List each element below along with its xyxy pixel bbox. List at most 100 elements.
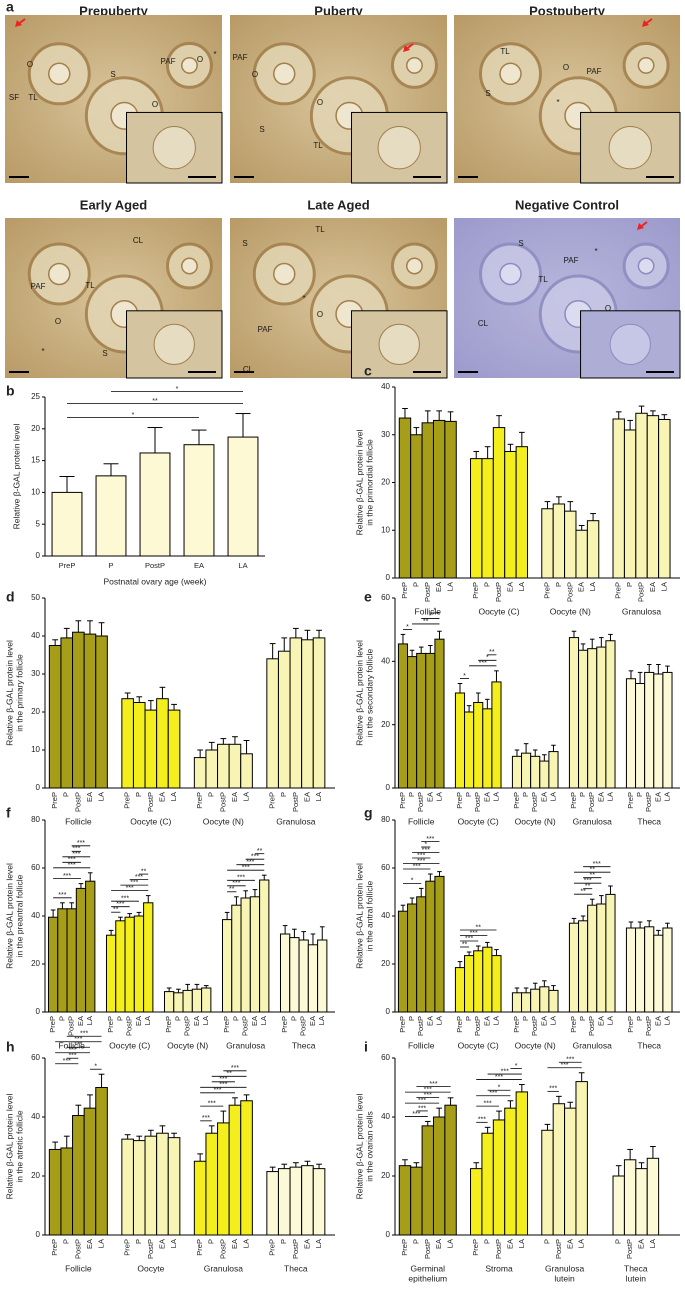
x-tick-label: PostP (218, 792, 227, 812)
group-label: Oocyte (N) (550, 606, 591, 616)
bar (72, 631, 85, 789)
significance-label: *** (237, 875, 245, 882)
x-tick-label: LA (238, 561, 247, 570)
significance-label: * (429, 613, 432, 620)
x-tick-label: P (464, 1016, 473, 1021)
x-tick-label: EA (577, 582, 586, 592)
x-tick-label: LA (577, 1239, 586, 1248)
bar (240, 753, 253, 789)
x-tick-label: P (57, 1016, 66, 1021)
y-tick-label: 40 (31, 1112, 40, 1121)
x-tick-label: EA (434, 582, 443, 592)
significance-label: *** (232, 880, 240, 887)
image-title: Negative Control (515, 197, 619, 212)
y-tick-label: 60 (381, 593, 390, 602)
significance-label: *** (251, 854, 259, 861)
tissue-label: SF (9, 93, 19, 102)
y-tick-label: 20 (381, 959, 390, 968)
significance-label: ** (141, 868, 147, 875)
bar (416, 652, 427, 789)
bar (121, 1138, 134, 1236)
bar (504, 1107, 517, 1236)
x-tick-label: LA (605, 1016, 614, 1025)
y-tick-label: 10 (31, 745, 40, 754)
significance-label: *** (479, 660, 487, 667)
significance-label: *** (470, 930, 478, 937)
bar (240, 897, 251, 1013)
group-label: Follicle (415, 606, 442, 616)
x-tick-label: PostP (299, 1016, 308, 1036)
x-tick-label: LA (517, 1239, 526, 1248)
significance-label: *** (135, 874, 143, 881)
panel-label: e (364, 589, 372, 605)
oocyte (406, 56, 423, 74)
significance-label: * (515, 1063, 518, 1070)
significance-label: *** (68, 862, 76, 869)
significance-label: *** (424, 1086, 432, 1093)
significance-label: *** (121, 896, 129, 903)
bar (575, 529, 588, 579)
y-tick-label: 40 (381, 656, 390, 665)
x-tick-label: PreP (455, 1016, 464, 1033)
x-tick-label: LA (662, 792, 671, 801)
significance-label: *** (495, 1074, 503, 1081)
x-tick-label: PreP (164, 1016, 173, 1033)
y-tick-label: 0 (36, 1230, 41, 1239)
y-axis-label: Relative β-GAL protein level (4, 640, 14, 746)
bar (653, 673, 664, 789)
significance-label: *** (418, 1097, 426, 1104)
significance-label: ** (585, 883, 591, 890)
panel-label: c (364, 363, 372, 379)
y-axis-label: in the preantral follicle (14, 874, 24, 957)
tissue-label: TL (313, 141, 323, 150)
bar (596, 903, 607, 1013)
bar (623, 429, 637, 579)
significance-label: *** (116, 901, 124, 908)
x-tick-label: PostP (587, 792, 596, 812)
y-axis-label: Relative β-GAL protein level (4, 863, 14, 969)
bar (578, 649, 589, 789)
x-tick-label: EA (230, 792, 239, 802)
bar (539, 760, 550, 789)
bar (221, 919, 233, 1013)
x-tick-label: PostP (530, 1016, 539, 1036)
bar (398, 417, 412, 579)
bar (132, 1140, 146, 1236)
bar (539, 986, 550, 1013)
x-tick-label: PostP (644, 792, 653, 812)
significance-label: *** (418, 1105, 426, 1112)
x-tick-label: P (231, 1016, 240, 1021)
group-label: Oocyte (N) (167, 1040, 208, 1050)
x-tick-label: LA (169, 792, 178, 801)
y-tick-label: 40 (31, 631, 40, 640)
x-tick-label: PreP (626, 792, 635, 809)
bar (635, 1168, 648, 1236)
significance-label: * (132, 412, 135, 419)
y-tick-label: 80 (31, 815, 40, 824)
x-tick-label: LA (85, 1016, 94, 1025)
bar (217, 1122, 230, 1236)
tissue-label: PAF (258, 325, 273, 334)
bar (182, 989, 193, 1013)
y-axis-label: Relative β-GAL protein level (4, 1094, 14, 1200)
group-label: Theca (284, 1263, 308, 1273)
significance-label: *** (126, 885, 134, 892)
y-axis-label: Relative β-GAL protein level (354, 430, 364, 536)
group-label: Granulosa (204, 1263, 243, 1273)
bar (167, 1137, 181, 1236)
bar (515, 1091, 529, 1236)
y-tick-label: 80 (381, 815, 390, 824)
oocyte (406, 257, 423, 275)
x-tick-label: PreP (195, 792, 204, 809)
tissue-label: O (605, 304, 611, 313)
bar (612, 418, 625, 579)
x-tick-label: EA (434, 1239, 443, 1249)
bar (421, 1125, 434, 1236)
bar (115, 920, 126, 1013)
tissue-label: TL (28, 93, 38, 102)
tissue-label: O (317, 98, 323, 107)
significance-label: * (434, 607, 437, 614)
bar (511, 992, 523, 1013)
tissue-label: O (317, 310, 323, 319)
significance-label: ** (152, 398, 158, 405)
